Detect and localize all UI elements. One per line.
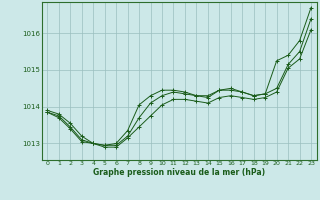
X-axis label: Graphe pression niveau de la mer (hPa): Graphe pression niveau de la mer (hPa) <box>93 168 265 177</box>
